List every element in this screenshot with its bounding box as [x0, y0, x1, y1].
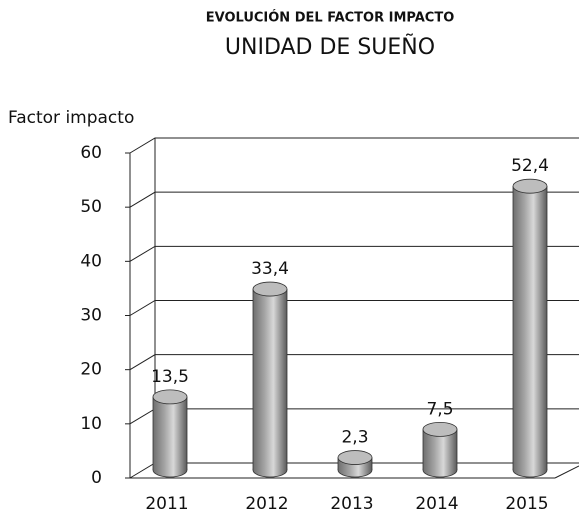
grid-line: [129, 191, 579, 208]
x-tick-label: 2014: [415, 494, 458, 514]
value-label: 13,5: [151, 367, 189, 387]
value-label: 7,5: [426, 399, 453, 419]
grid-line: [129, 245, 579, 262]
y-tick-label: 20: [80, 360, 102, 380]
value-label: 2,3: [341, 428, 368, 448]
bar-top: [252, 281, 288, 297]
y-tick-label: 10: [80, 414, 102, 434]
y-tick-label: 50: [80, 197, 102, 217]
value-label: 33,4: [251, 259, 289, 279]
value-label: 52,4: [511, 156, 549, 176]
grid-line: [129, 354, 579, 371]
grid-line: [129, 408, 579, 425]
x-tick-label: 2012: [245, 494, 288, 514]
x-tick-label: 2013: [330, 494, 373, 514]
y-tick-label: 0: [91, 468, 102, 488]
bar-top: [422, 421, 458, 437]
bar-top: [512, 178, 548, 194]
y-axis-label: Factor impacto: [8, 108, 134, 128]
bar: [153, 396, 187, 470]
y-tick-label: 30: [80, 306, 102, 326]
y-tick-label: 40: [80, 251, 102, 271]
bar-top: [337, 450, 373, 465]
bar: [513, 186, 547, 470]
grid-line: [129, 300, 579, 316]
y-tick-label: 60: [80, 143, 102, 163]
x-tick-label: 2011: [145, 494, 188, 514]
chart-title: EVOLUCIÓN DEL FACTOR IMPACTO: [206, 10, 455, 26]
x-tick-label: 2015: [505, 494, 548, 514]
floor-right: [554, 465, 579, 479]
chart-subtitle: UNIDAD DE SUEÑO: [225, 33, 435, 60]
bar-top: [152, 389, 188, 405]
bar: [253, 289, 287, 470]
grid-line: [129, 137, 579, 154]
